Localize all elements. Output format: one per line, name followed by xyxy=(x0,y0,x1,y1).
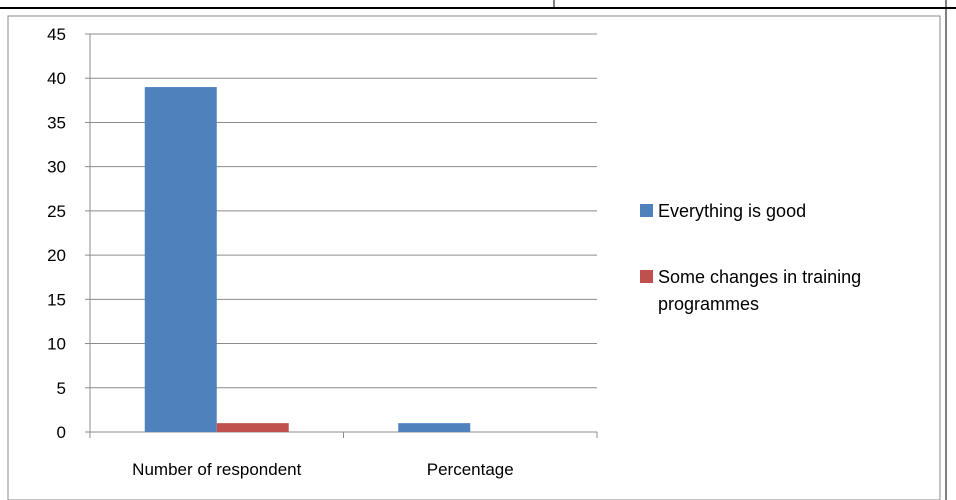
y-tick-label-20: 20 xyxy=(47,246,66,265)
legend: Everything is good Some changes in traini… xyxy=(640,201,861,314)
y-tick-label-45: 45 xyxy=(47,25,66,44)
bar-0-0 xyxy=(144,87,217,433)
y-tick-label-35: 35 xyxy=(47,113,66,132)
y-tick-label-15: 15 xyxy=(47,290,66,309)
y-tick-label-5: 5 xyxy=(57,379,66,398)
y-tick-label-30: 30 xyxy=(47,158,66,177)
bar-1-0 xyxy=(216,423,289,432)
x-tick-label-0: Number of respondent xyxy=(132,460,301,479)
y-tick-label-0: 0 xyxy=(57,423,66,442)
legend-swatch-1 xyxy=(640,270,653,283)
legend-label-0-0: Everything is good xyxy=(658,201,806,221)
y-tick-label-40: 40 xyxy=(47,69,66,88)
bars xyxy=(144,87,471,433)
legend-label-1-0: Some changes in training xyxy=(658,267,861,287)
tick-labels: 0 5 10 15 20 25 30 35 40 45 Number of respondent Pe… xyxy=(47,25,514,479)
x-tick-label-1: Percentage xyxy=(427,460,514,479)
y-tick-label-25: 25 xyxy=(47,202,66,221)
bar-0-1 xyxy=(398,423,471,432)
legend-label-1-1: programmes xyxy=(658,294,759,314)
y-tick-label-10: 10 xyxy=(47,335,66,354)
legend-swatch-0 xyxy=(640,204,653,217)
